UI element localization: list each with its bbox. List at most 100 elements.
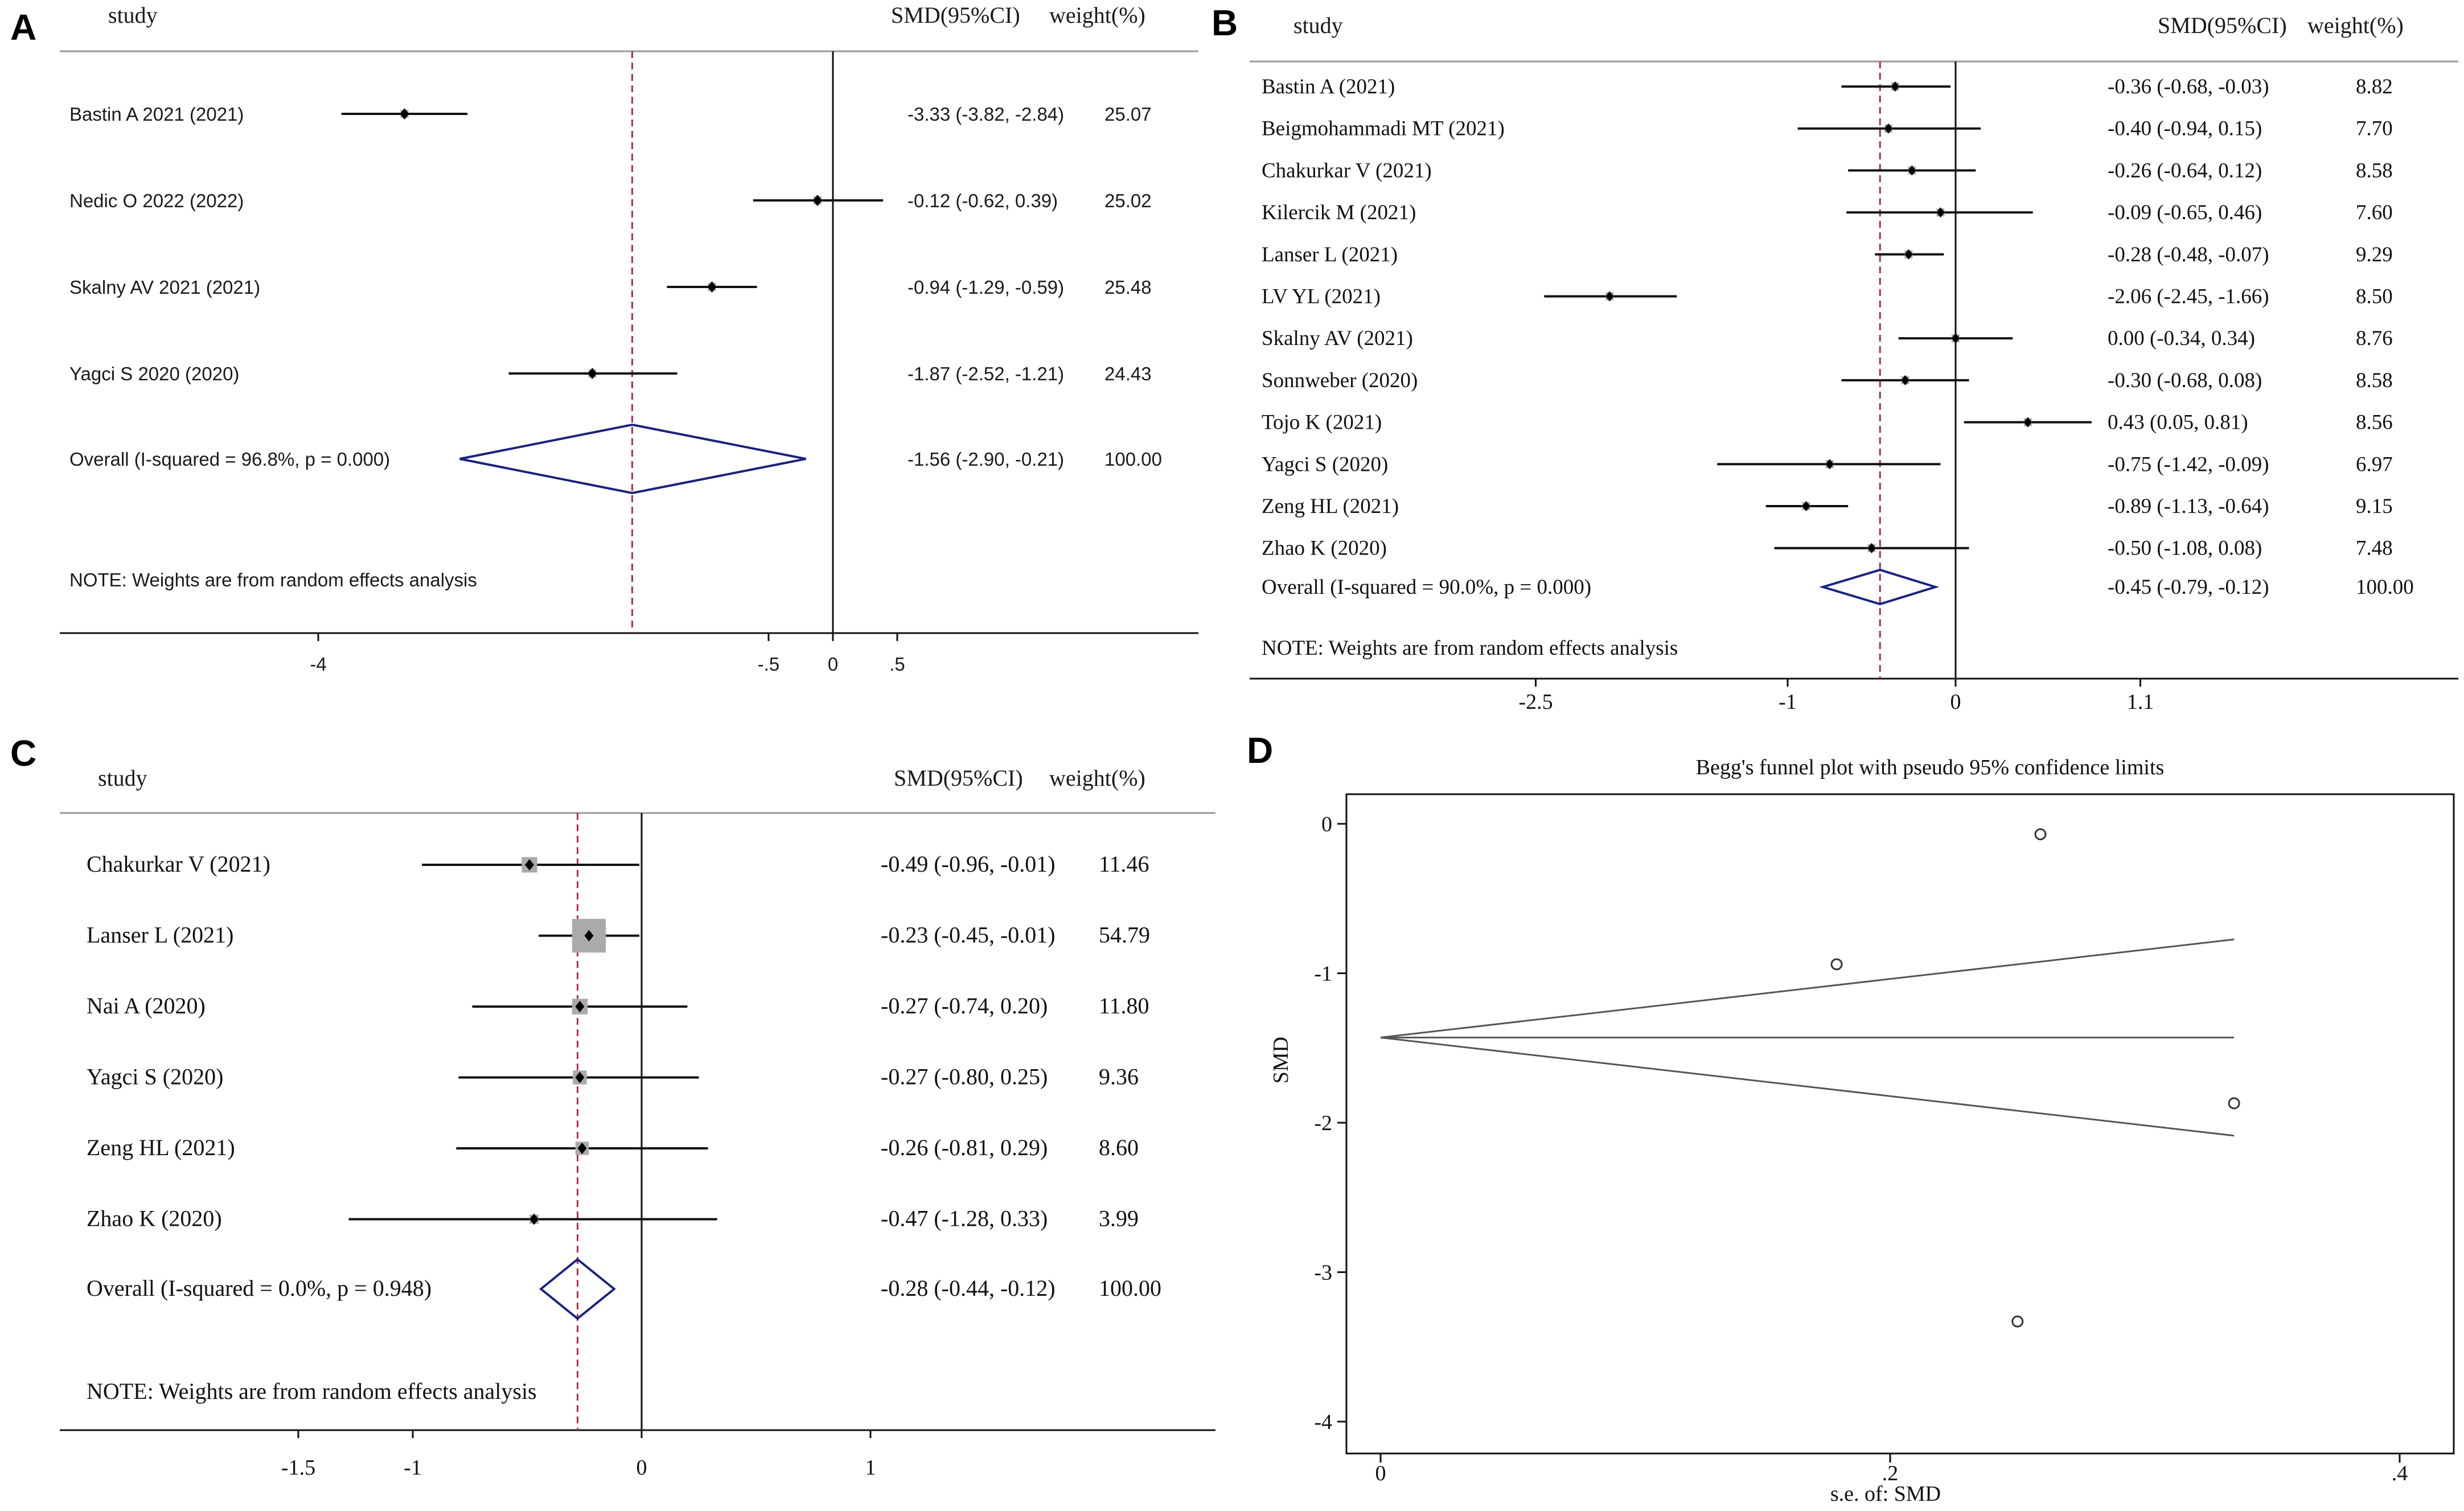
study-weight: 25.48 xyxy=(1104,277,1152,298)
study-label: Chakurkar V (2021) xyxy=(87,851,270,877)
panel-label-a: A xyxy=(10,7,36,48)
study-label: LV YL (2021) xyxy=(1262,285,1381,309)
overall-ci: -0.45 (-0.79, -0.12) xyxy=(2108,576,2269,599)
point-estimate xyxy=(1901,375,1909,385)
x-tick-label: 0 xyxy=(828,654,838,675)
x-axis-title: s.e. of: SMD xyxy=(1830,1482,1941,1506)
study-ci: 0.00 (-0.34, 0.34) xyxy=(2108,327,2255,350)
study-point xyxy=(2011,1315,2024,1328)
study-ci: -1.87 (-2.52, -1.21) xyxy=(907,363,1064,384)
study-ci: -0.47 (-1.28, 0.33) xyxy=(881,1206,1048,1231)
study-weight: 25.02 xyxy=(1104,190,1152,211)
panel-label-b: B xyxy=(1212,2,1238,43)
point-estimate xyxy=(1891,81,1899,92)
study-ci: -0.09 (-0.65, 0.46) xyxy=(2108,201,2262,224)
overall-weight: 100.00 xyxy=(1104,449,1162,470)
forest-plot-b: study SMD(95%CI) weight(%) Bastin A (2021) -… xyxy=(1250,13,2458,714)
study-ci: -0.50 (-1.08, 0.08) xyxy=(2108,537,2262,560)
overall-ci: -1.56 (-2.90, -0.21) xyxy=(907,449,1064,470)
study-weight: 6.97 xyxy=(2356,453,2393,476)
overall-weight: 100.00 xyxy=(1099,1275,1161,1301)
x-tick-label: .5 xyxy=(889,654,905,675)
overall-diamond xyxy=(539,1258,616,1320)
study-label: Skalny AV (2021) xyxy=(1262,327,1413,350)
study-label: Nedic O 2022 (2022) xyxy=(69,190,244,211)
study-label: Sonnweber (2020) xyxy=(1262,369,1418,392)
study-ci: -0.27 (-0.80, 0.25) xyxy=(881,1064,1048,1090)
upper-confidence-limit xyxy=(1380,938,2235,1038)
y-axis-title: SMD xyxy=(1269,1037,1293,1083)
study-ci: -0.30 (-0.68, 0.08) xyxy=(2108,369,2262,392)
study-label: Zhao K (2020) xyxy=(87,1206,222,1231)
y-tick-label: -4 xyxy=(1314,1410,1332,1434)
point-estimate xyxy=(1802,501,1810,511)
study-label: Lanser L (2021) xyxy=(87,922,233,948)
study-label: Chakurkar V (2021) xyxy=(1262,159,1432,182)
study-weight: 8.60 xyxy=(1099,1135,1139,1160)
x-tick-label: 0 xyxy=(1950,690,1961,714)
overall-weight: 100.00 xyxy=(2356,576,2414,599)
study-weight: 24.43 xyxy=(1104,363,1152,384)
study-ci: -0.49 (-0.96, -0.01) xyxy=(881,851,1056,877)
study-ci: 0.43 (0.05, 0.81) xyxy=(2108,411,2248,434)
study-ci: -0.75 (-1.42, -0.09) xyxy=(2108,453,2269,476)
study-point xyxy=(2034,828,2047,840)
study-weight: 9.36 xyxy=(1099,1064,1139,1090)
forest-plot-c: study SMD(95%CI) weight(%) Chakurkar V (202… xyxy=(60,765,1215,1480)
header-smd: SMD(95%CI) xyxy=(891,2,1020,28)
study-weight: 3.99 xyxy=(1099,1206,1139,1231)
study-ci: -0.40 (-0.94, 0.15) xyxy=(2108,117,2262,141)
overall-diamond xyxy=(459,423,806,495)
study-label: Skalny AV 2021 (2021) xyxy=(69,277,260,298)
point-estimate xyxy=(812,195,822,206)
study-label: Yagci S 2020 (2020) xyxy=(69,363,239,384)
point-estimate xyxy=(1825,459,1834,470)
point-estimate xyxy=(400,108,409,120)
study-label: Zhao K (2020) xyxy=(1262,537,1387,560)
study-weight: 8.50 xyxy=(2356,285,2393,309)
overall-label: Overall (I-squared = 0.0%, p = 0.948) xyxy=(87,1275,432,1301)
study-ci: -0.26 (-0.81, 0.29) xyxy=(881,1135,1048,1160)
header-study: study xyxy=(1293,13,1343,38)
header-smd: SMD(95%CI) xyxy=(894,765,1023,791)
study-weight: 11.46 xyxy=(1099,851,1149,877)
study-label: Beigmohammadi MT (2021) xyxy=(1262,117,1505,141)
study-ci: -0.94 (-1.29, -0.59) xyxy=(907,277,1064,298)
study-weight: 8.56 xyxy=(2356,411,2393,434)
panel-label-c: C xyxy=(10,733,36,774)
note: NOTE: Weights are from random effects an… xyxy=(87,1378,537,1404)
point-estimate xyxy=(575,1001,585,1012)
x-tick-label: 0 xyxy=(636,1456,647,1480)
x-tick-label: -1.5 xyxy=(281,1456,315,1480)
point-estimate xyxy=(1904,249,1913,260)
x-tick-label: 0 xyxy=(1375,1461,1386,1485)
x-tick-label: -.5 xyxy=(758,654,780,675)
point-estimate xyxy=(1936,207,1945,218)
study-ci: -0.23 (-0.45, -0.01) xyxy=(881,922,1056,948)
study-ci: -3.33 (-3.82, -2.84) xyxy=(907,104,1064,125)
overall-label: Overall (I-squared = 96.8%, p = 0.000) xyxy=(69,449,390,470)
x-tick-label: .4 xyxy=(2392,1461,2408,1485)
study-weight: 8.82 xyxy=(2356,75,2393,98)
study-weight: 25.07 xyxy=(1104,104,1152,125)
y-tick-label: -2 xyxy=(1314,1111,1332,1135)
point-estimate xyxy=(525,859,535,871)
header-weight: weight(%) xyxy=(1049,2,1145,28)
study-weight: 7.48 xyxy=(2356,537,2393,560)
study-label: Yagci S (2020) xyxy=(87,1064,223,1090)
study-weight: 8.76 xyxy=(2356,327,2393,350)
x-tick-label: 1 xyxy=(865,1456,876,1480)
forest-plot-a: study SMD(95%CI) weight(%) Bastin A 2021 (2… xyxy=(60,2,1198,675)
study-weight: 8.58 xyxy=(2356,369,2393,392)
point-estimate xyxy=(575,1071,585,1083)
study-weight: 9.15 xyxy=(2356,495,2393,518)
point-estimate xyxy=(1884,123,1893,134)
point-estimate xyxy=(707,281,717,293)
panel-label-d: D xyxy=(1247,730,1273,771)
overall-diamond xyxy=(1818,568,1940,606)
x-tick-label: .2 xyxy=(1882,1461,1899,1485)
y-tick-label: -3 xyxy=(1314,1261,1332,1285)
header-study: study xyxy=(98,765,147,791)
overall-label: Overall (I-squared = 90.0%, p = 0.000) xyxy=(1262,576,1591,599)
